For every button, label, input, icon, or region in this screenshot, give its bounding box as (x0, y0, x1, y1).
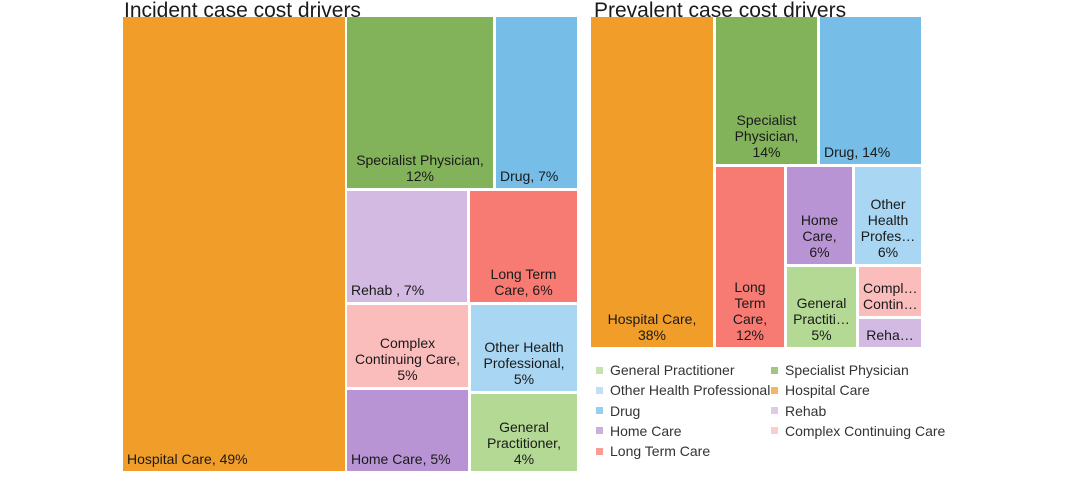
treemap-cell-label: Home Care, 5% (351, 451, 451, 467)
treemap-cell-label: Home Care, 6% (800, 212, 839, 260)
treemap-cell-hospital-care: Hospital Care, 49% (123, 17, 345, 471)
legend-item-other-health-professional[interactable]: Other Health Professional (596, 382, 770, 398)
treemap-cell-long-term-care: Long Term Care, 12% (716, 167, 784, 347)
treemap-cell-long-term-care: Long Term Care, 6% (470, 191, 577, 302)
treemap-cell-label: General Practiti… 5% (793, 295, 850, 343)
treemap-cell-label: Long Term Care, 6% (490, 266, 557, 298)
treemap-cell-label: Drug, 14% (824, 144, 891, 160)
treemap-cell-label: Compl… Contin… (863, 280, 918, 312)
legend-swatch-icon (596, 366, 603, 374)
treemap-cell-label: Specialist Physician, 12% (356, 152, 484, 184)
legend-label: Hospital Care (785, 382, 870, 399)
treemap-cell-home-care: Home Care, 6% (787, 167, 852, 264)
legend-item-specialist-physician[interactable]: Specialist Physician (771, 362, 909, 378)
legend-swatch-icon (596, 447, 603, 455)
legend-item-home-care[interactable]: Home Care (596, 423, 682, 439)
treemap-cell-complex-continuing-care: Compl… Contin… (859, 267, 921, 316)
legend-item-long-term-care[interactable]: Long Term Care (596, 443, 710, 459)
legend-label: Long Term Care (610, 443, 711, 460)
treemap-cell-general-practitioner: General Practiti… 5% (787, 267, 856, 347)
legend-swatch-icon (596, 407, 603, 415)
legend-label: Other Health Professional (610, 382, 771, 399)
treemap-cell-specialist-physician: Specialist Physician, 12% (347, 17, 493, 188)
treemap-cell-label: Hospital Care, 38% (607, 311, 697, 343)
legend-swatch-icon (596, 427, 603, 435)
treemap-cell-label: Other Health Professional, 5% (483, 339, 565, 387)
legend-label: Drug (610, 402, 641, 419)
treemap-cell-label: Rehab , 7% (351, 282, 425, 298)
treemap-cell-rehab: Rehab , 7% (347, 191, 467, 302)
legend-swatch-icon (771, 366, 778, 374)
treemap-cell-label: Hospital Care, 49% (127, 451, 248, 467)
legend-swatch-icon (771, 407, 778, 415)
treemap-cell-other-health-professional: Other Health Profes… 6% (855, 167, 921, 264)
legend-label: Rehab (785, 402, 827, 419)
treemap-cell-label: Specialist Physician, 14% (734, 112, 799, 160)
treemap-cell-hospital-care: Hospital Care, 38% (591, 17, 713, 347)
legend-item-hospital-care[interactable]: Hospital Care (771, 382, 870, 398)
legend-swatch-icon (771, 427, 778, 435)
legend-label: Home Care (610, 422, 682, 439)
incident-chart-title: Incident case cost drivers (124, 0, 361, 22)
legend-swatch-icon (771, 386, 778, 394)
treemap-cell-label: Other Health Profes… 6% (860, 196, 916, 260)
treemap-cell-drug: Drug, 7% (496, 17, 577, 188)
legend-label: Specialist Physician (785, 362, 909, 378)
prevalent-chart-title: Prevalent case cost drivers (594, 0, 847, 22)
legend-item-rehab[interactable]: Rehab (771, 403, 826, 419)
legend-label: Complex Continuing Care (785, 422, 946, 439)
treemap-cell-drug: Drug, 14% (820, 17, 921, 164)
treemap-cell-other-health-professional: Other Health Professional, 5% (471, 305, 577, 391)
treemap-cell-label: Reha… (866, 327, 914, 343)
legend-item-complex-continuing-care[interactable]: Complex Continuing Care (771, 423, 945, 439)
treemap-cell-label: Drug, 7% (500, 168, 559, 184)
legend-item-drug[interactable]: Drug (596, 403, 640, 419)
treemap-cell-rehab: Reha… (859, 319, 921, 347)
treemap-cell-general-practitioner: General Practitioner, 4% (471, 394, 577, 471)
treemap-cell-label: Long Term Care, 12% (732, 279, 768, 343)
treemap-cell-specialist-physician: Specialist Physician, 14% (716, 17, 817, 164)
treemap-cell-home-care: Home Care, 5% (347, 390, 468, 471)
legend-label: General Practitioner (610, 362, 735, 378)
treemap-cell-label: General Practitioner, 4% (487, 419, 561, 467)
legend-item-general-practitioner[interactable]: General Practitioner (596, 362, 735, 378)
treemap-cell-label: Complex Continuing Care, 5% (354, 335, 461, 383)
treemap-cell-complex-continuing-care: Complex Continuing Care, 5% (347, 305, 468, 387)
legend-swatch-icon (596, 386, 603, 394)
